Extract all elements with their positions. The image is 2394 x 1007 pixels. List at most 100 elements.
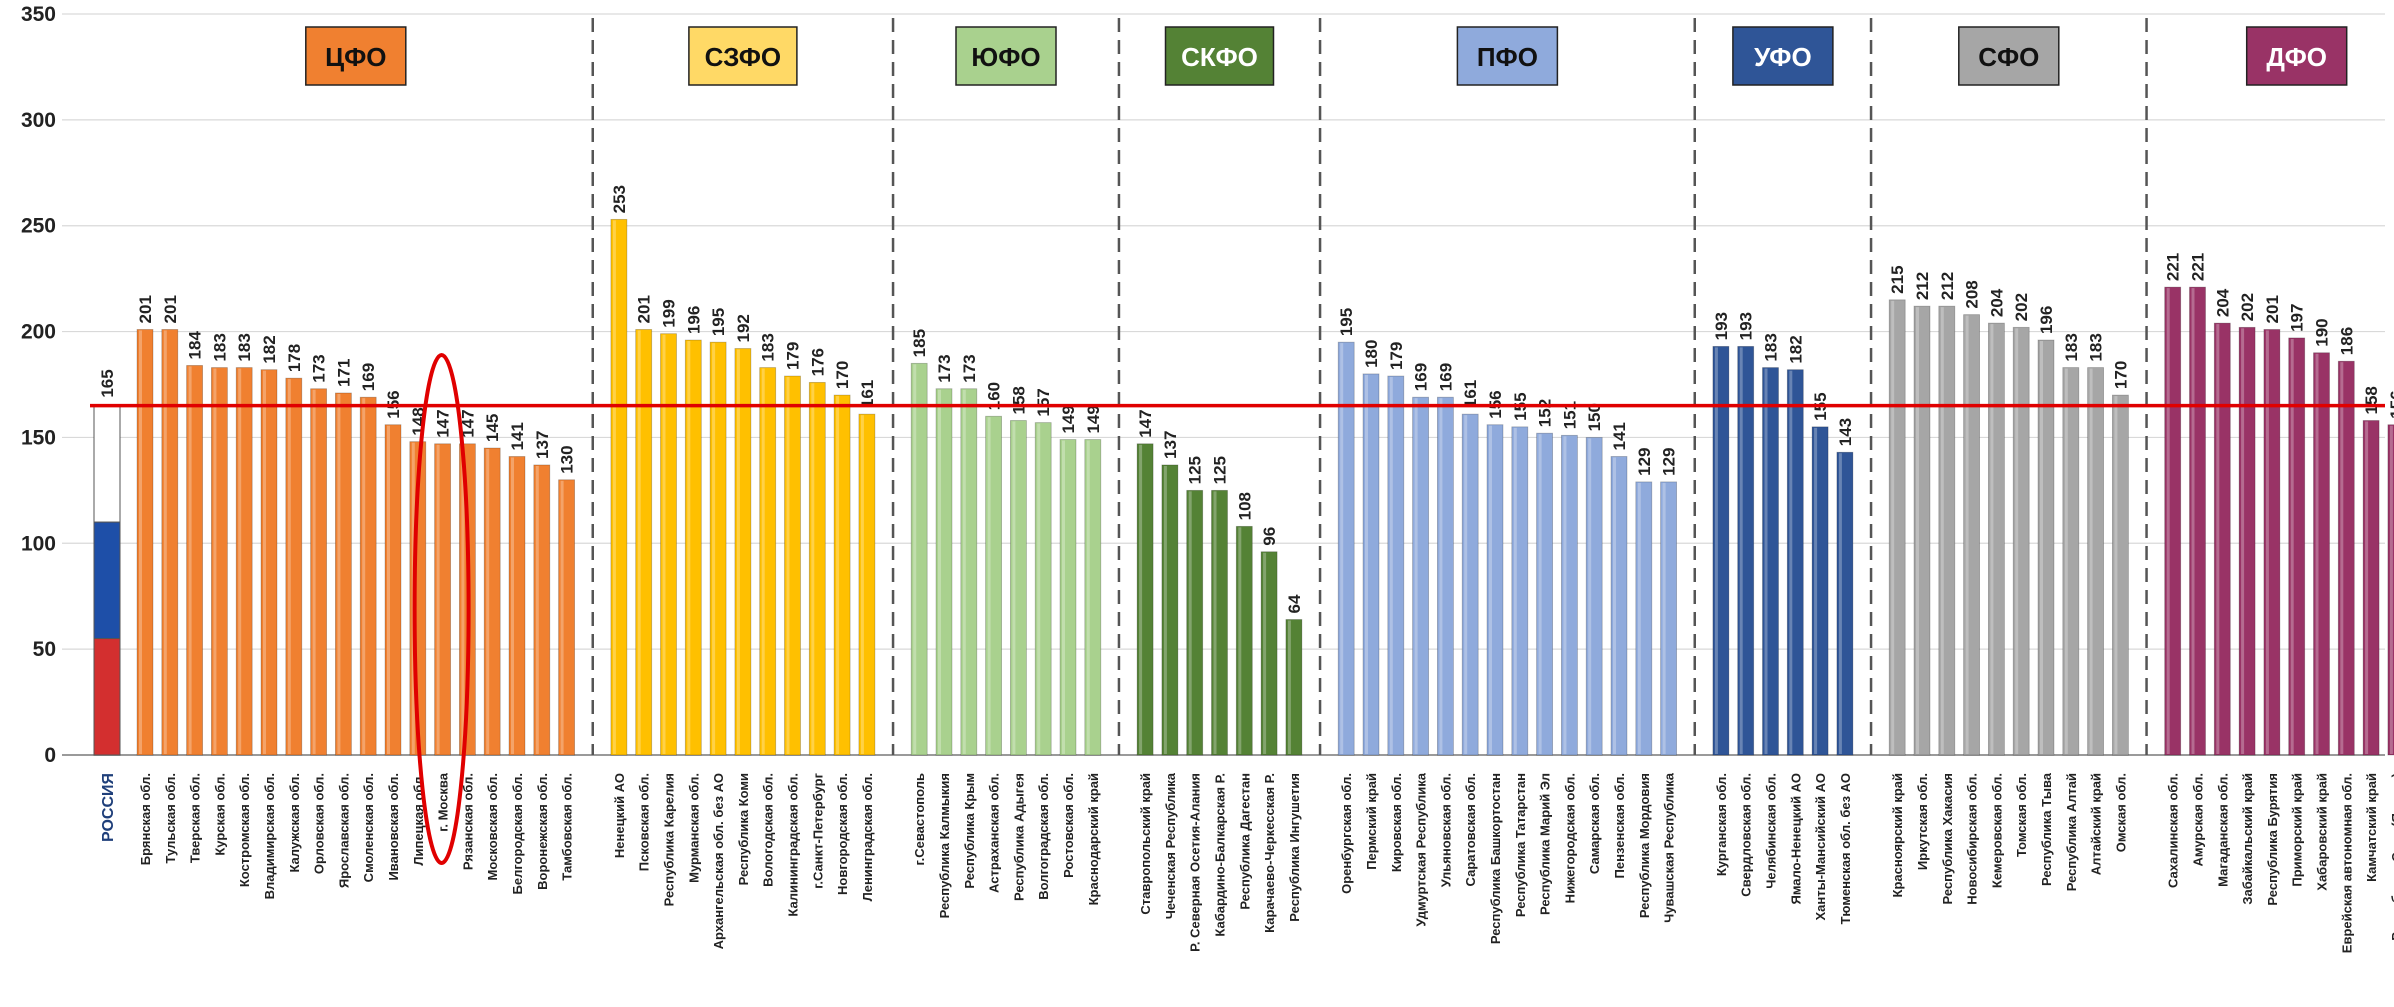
bar-value-label: 141 [508, 422, 527, 450]
bar [1059, 439, 1077, 756]
category-label: Ленинградская обл. [860, 773, 875, 901]
category-label: Ставропольский край [1138, 773, 1153, 915]
bar-shine [1990, 324, 1994, 754]
bar [1635, 481, 1653, 756]
bar [1486, 424, 1504, 756]
bar-value-label: 185 [910, 329, 929, 357]
bar [2111, 394, 2129, 756]
bar [1260, 551, 1278, 756]
bar-value-label: 125 [1186, 456, 1205, 484]
bar-shine [2290, 338, 2294, 754]
district-label: ЦФО [325, 42, 386, 72]
category-label: Приморский край [2290, 773, 2305, 887]
bar [186, 365, 204, 756]
bar-shine [1464, 415, 1468, 754]
bar-value-label: 183 [235, 333, 254, 361]
bar-value-label: 202 [2012, 293, 2031, 321]
bar [359, 396, 377, 756]
bar-shine [1637, 482, 1641, 754]
category-label: Владимирская обл. [262, 773, 277, 899]
bar-shine [987, 417, 991, 754]
bar-value-label: 156 [2387, 390, 2394, 418]
bar [2337, 360, 2355, 756]
bar-value-label: 169 [1412, 363, 1431, 391]
bar [1786, 369, 1804, 756]
category-label: Омская обл. [2113, 773, 2128, 852]
y-tick-label: 150 [21, 426, 56, 449]
district-label-box [688, 26, 798, 86]
category-label: г.Севастополь [912, 773, 927, 865]
category-label: г. Москва [436, 772, 451, 831]
bar-shine [1513, 427, 1517, 754]
bar [434, 443, 452, 756]
bar-value-label: 195 [1337, 308, 1356, 336]
bar [235, 367, 253, 756]
bar-value-label: 195 [709, 308, 728, 336]
bar [2238, 326, 2256, 756]
category-label: Амурская обл. [2191, 773, 2206, 867]
bar [1762, 367, 1779, 756]
overlays [90, 353, 2385, 865]
bar-value-label: 170 [2111, 361, 2130, 389]
bar-shine [2166, 288, 2170, 754]
russia-bar-segment [93, 405, 121, 523]
category-label: Свердловская обл. [1739, 773, 1754, 897]
bar-shine [1965, 315, 1969, 754]
category-label: Магаданская обл. [2215, 773, 2230, 887]
bar-value-label: 176 [808, 348, 827, 376]
bar [310, 388, 328, 756]
bar-shine [461, 444, 465, 754]
category-label: Республика Алтай [2064, 773, 2079, 891]
bar [2037, 339, 2055, 756]
bar [635, 329, 653, 756]
y-tick-label: 250 [21, 215, 56, 238]
bar-shine [139, 330, 142, 754]
bar-shine [2064, 368, 2068, 754]
bar-value-label: 201 [2263, 295, 2282, 323]
bar-value-label: 184 [186, 331, 205, 360]
bar-value-label: 147 [458, 409, 477, 437]
bar-shine [2089, 368, 2093, 754]
district-label: СКФО [1181, 42, 1258, 72]
district-label: СФО [1978, 42, 2039, 72]
bars: 1652012011841831831821781731711691561481… [93, 185, 2394, 756]
moscow-highlight-ellipse [412, 353, 471, 865]
bar-value-label: 130 [558, 445, 577, 473]
bar-shine [1213, 491, 1217, 754]
district-label: ПФО [1477, 42, 1538, 72]
bar-value-label: 201 [161, 295, 180, 323]
category-label: Астраханская обл. [987, 773, 1002, 893]
category-label: Пермский край [1364, 773, 1379, 870]
bar-shine [2040, 341, 2043, 754]
bar-shine [1940, 307, 1944, 754]
category-label: Томская обл. [2014, 773, 2029, 857]
bar-value-label: 173 [310, 354, 329, 382]
y-tick-label: 100 [21, 532, 56, 555]
bar [1938, 305, 1956, 756]
category-label: Камчатский край [2364, 773, 2379, 882]
bar-value-label: 253 [610, 185, 629, 213]
bar-shine [761, 368, 765, 754]
bar [2213, 322, 2231, 756]
category-label: Воронежская обл. [535, 773, 550, 890]
bar-value-label: 149 [1084, 405, 1103, 433]
bar [161, 329, 179, 756]
bar-value-label: 196 [2037, 306, 2056, 334]
bar [2288, 337, 2306, 756]
bar [985, 415, 1002, 756]
bar [1387, 375, 1405, 756]
bar-shine [938, 389, 941, 754]
bar [1737, 345, 1755, 756]
category-label: Новосибирская обл. [1965, 773, 1980, 905]
bar [1161, 464, 1179, 756]
bar-shine [637, 330, 641, 754]
bar-shine [1538, 434, 1542, 754]
bar [1610, 456, 1628, 756]
bar [960, 388, 978, 756]
category-label: Волгоградская обл. [1036, 773, 1051, 900]
bar-shine [511, 457, 514, 754]
bar [508, 456, 526, 756]
category-label: Краснодарский край [1086, 773, 1101, 905]
category-label: Республика Башкортостан [1488, 773, 1503, 944]
bar-value-label: 201 [136, 295, 155, 323]
